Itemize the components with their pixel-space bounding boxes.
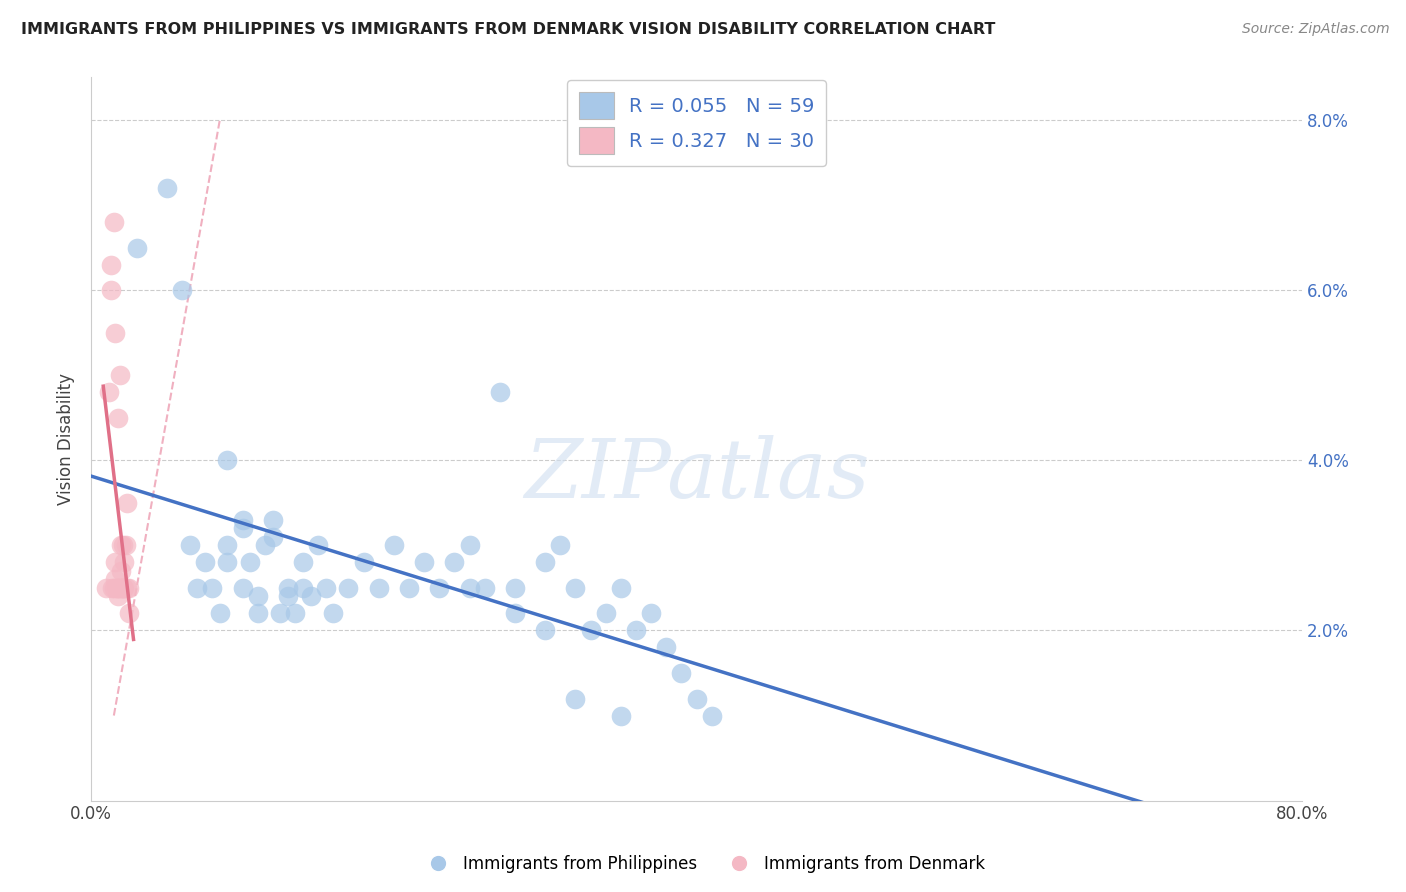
Point: [700, 708, 723, 723]
Point: [111, 581, 134, 595]
Legend: Immigrants from Philippines, Immigrants from Denmark: Immigrants from Philippines, Immigrants …: [415, 848, 991, 880]
Point: [458, 581, 481, 595]
Point: [111, 581, 134, 595]
Point: [550, 538, 572, 552]
Text: IMMIGRANTS FROM PHILIPPINES VS IMMIGRANTS FROM DENMARK VISION DISABILITY CORRELA: IMMIGRANTS FROM PHILIPPINES VS IMMIGRANT…: [21, 22, 995, 37]
Point: [217, 538, 239, 552]
Point: [110, 564, 132, 578]
Point: [246, 590, 269, 604]
Point: [239, 555, 262, 569]
Point: [503, 581, 526, 595]
Point: [217, 555, 239, 569]
Point: [254, 538, 277, 552]
Point: [534, 555, 557, 569]
Point: [299, 590, 322, 604]
Point: [101, 581, 124, 595]
Point: [117, 496, 139, 510]
Point: [564, 691, 586, 706]
Point: [277, 590, 299, 604]
Point: [107, 581, 129, 595]
Point: [110, 538, 132, 552]
Point: [269, 607, 291, 621]
Point: [179, 538, 201, 552]
Point: [443, 555, 465, 569]
Point: [284, 607, 307, 621]
Point: [564, 581, 586, 595]
Point: [474, 581, 496, 595]
Point: [610, 708, 633, 723]
Point: [337, 581, 360, 595]
Point: [624, 624, 647, 638]
Point: [156, 181, 179, 195]
Point: [382, 538, 405, 552]
Point: [579, 624, 602, 638]
Point: [194, 555, 217, 569]
Point: [103, 581, 125, 595]
Point: [118, 607, 141, 621]
Point: [186, 581, 208, 595]
Legend: R = 0.055   N = 59, R = 0.327   N = 30: R = 0.055 N = 59, R = 0.327 N = 30: [567, 80, 827, 166]
Point: [96, 581, 118, 595]
Point: [277, 581, 299, 595]
Point: [104, 555, 127, 569]
Point: [231, 513, 253, 527]
Point: [115, 538, 138, 552]
Text: Source: ZipAtlas.com: Source: ZipAtlas.com: [1241, 22, 1389, 37]
Point: [246, 607, 269, 621]
Point: [231, 521, 253, 535]
Point: [671, 665, 693, 680]
Point: [353, 555, 375, 569]
Point: [170, 283, 193, 297]
Point: [117, 581, 139, 595]
Point: [114, 581, 136, 595]
Point: [307, 538, 329, 552]
Point: [111, 538, 134, 552]
Point: [104, 573, 127, 587]
Point: [105, 581, 128, 595]
Point: [488, 385, 510, 400]
Point: [292, 581, 315, 595]
Point: [413, 555, 436, 569]
Point: [367, 581, 389, 595]
Point: [262, 530, 284, 544]
Point: [322, 607, 344, 621]
Point: [595, 607, 617, 621]
Point: [315, 581, 337, 595]
Point: [262, 513, 284, 527]
Point: [114, 555, 136, 569]
Point: [107, 590, 129, 604]
Point: [201, 581, 224, 595]
Point: [231, 581, 253, 595]
Point: [118, 581, 141, 595]
Text: ZIPatlas: ZIPatlas: [524, 435, 869, 516]
Point: [655, 640, 678, 655]
Point: [458, 538, 481, 552]
Point: [685, 691, 707, 706]
Point: [534, 624, 557, 638]
Point: [100, 283, 122, 297]
Point: [398, 581, 420, 595]
Point: [103, 215, 125, 229]
Point: [104, 326, 127, 340]
Point: [105, 581, 128, 595]
Point: [107, 410, 129, 425]
Point: [208, 607, 231, 621]
Point: [640, 607, 662, 621]
Point: [110, 581, 132, 595]
Y-axis label: Vision Disability: Vision Disability: [58, 373, 75, 505]
Point: [108, 368, 131, 383]
Point: [98, 385, 121, 400]
Point: [100, 258, 122, 272]
Point: [503, 607, 526, 621]
Point: [427, 581, 450, 595]
Point: [292, 555, 315, 569]
Point: [108, 581, 131, 595]
Point: [610, 581, 633, 595]
Point: [217, 453, 239, 467]
Point: [125, 241, 148, 255]
